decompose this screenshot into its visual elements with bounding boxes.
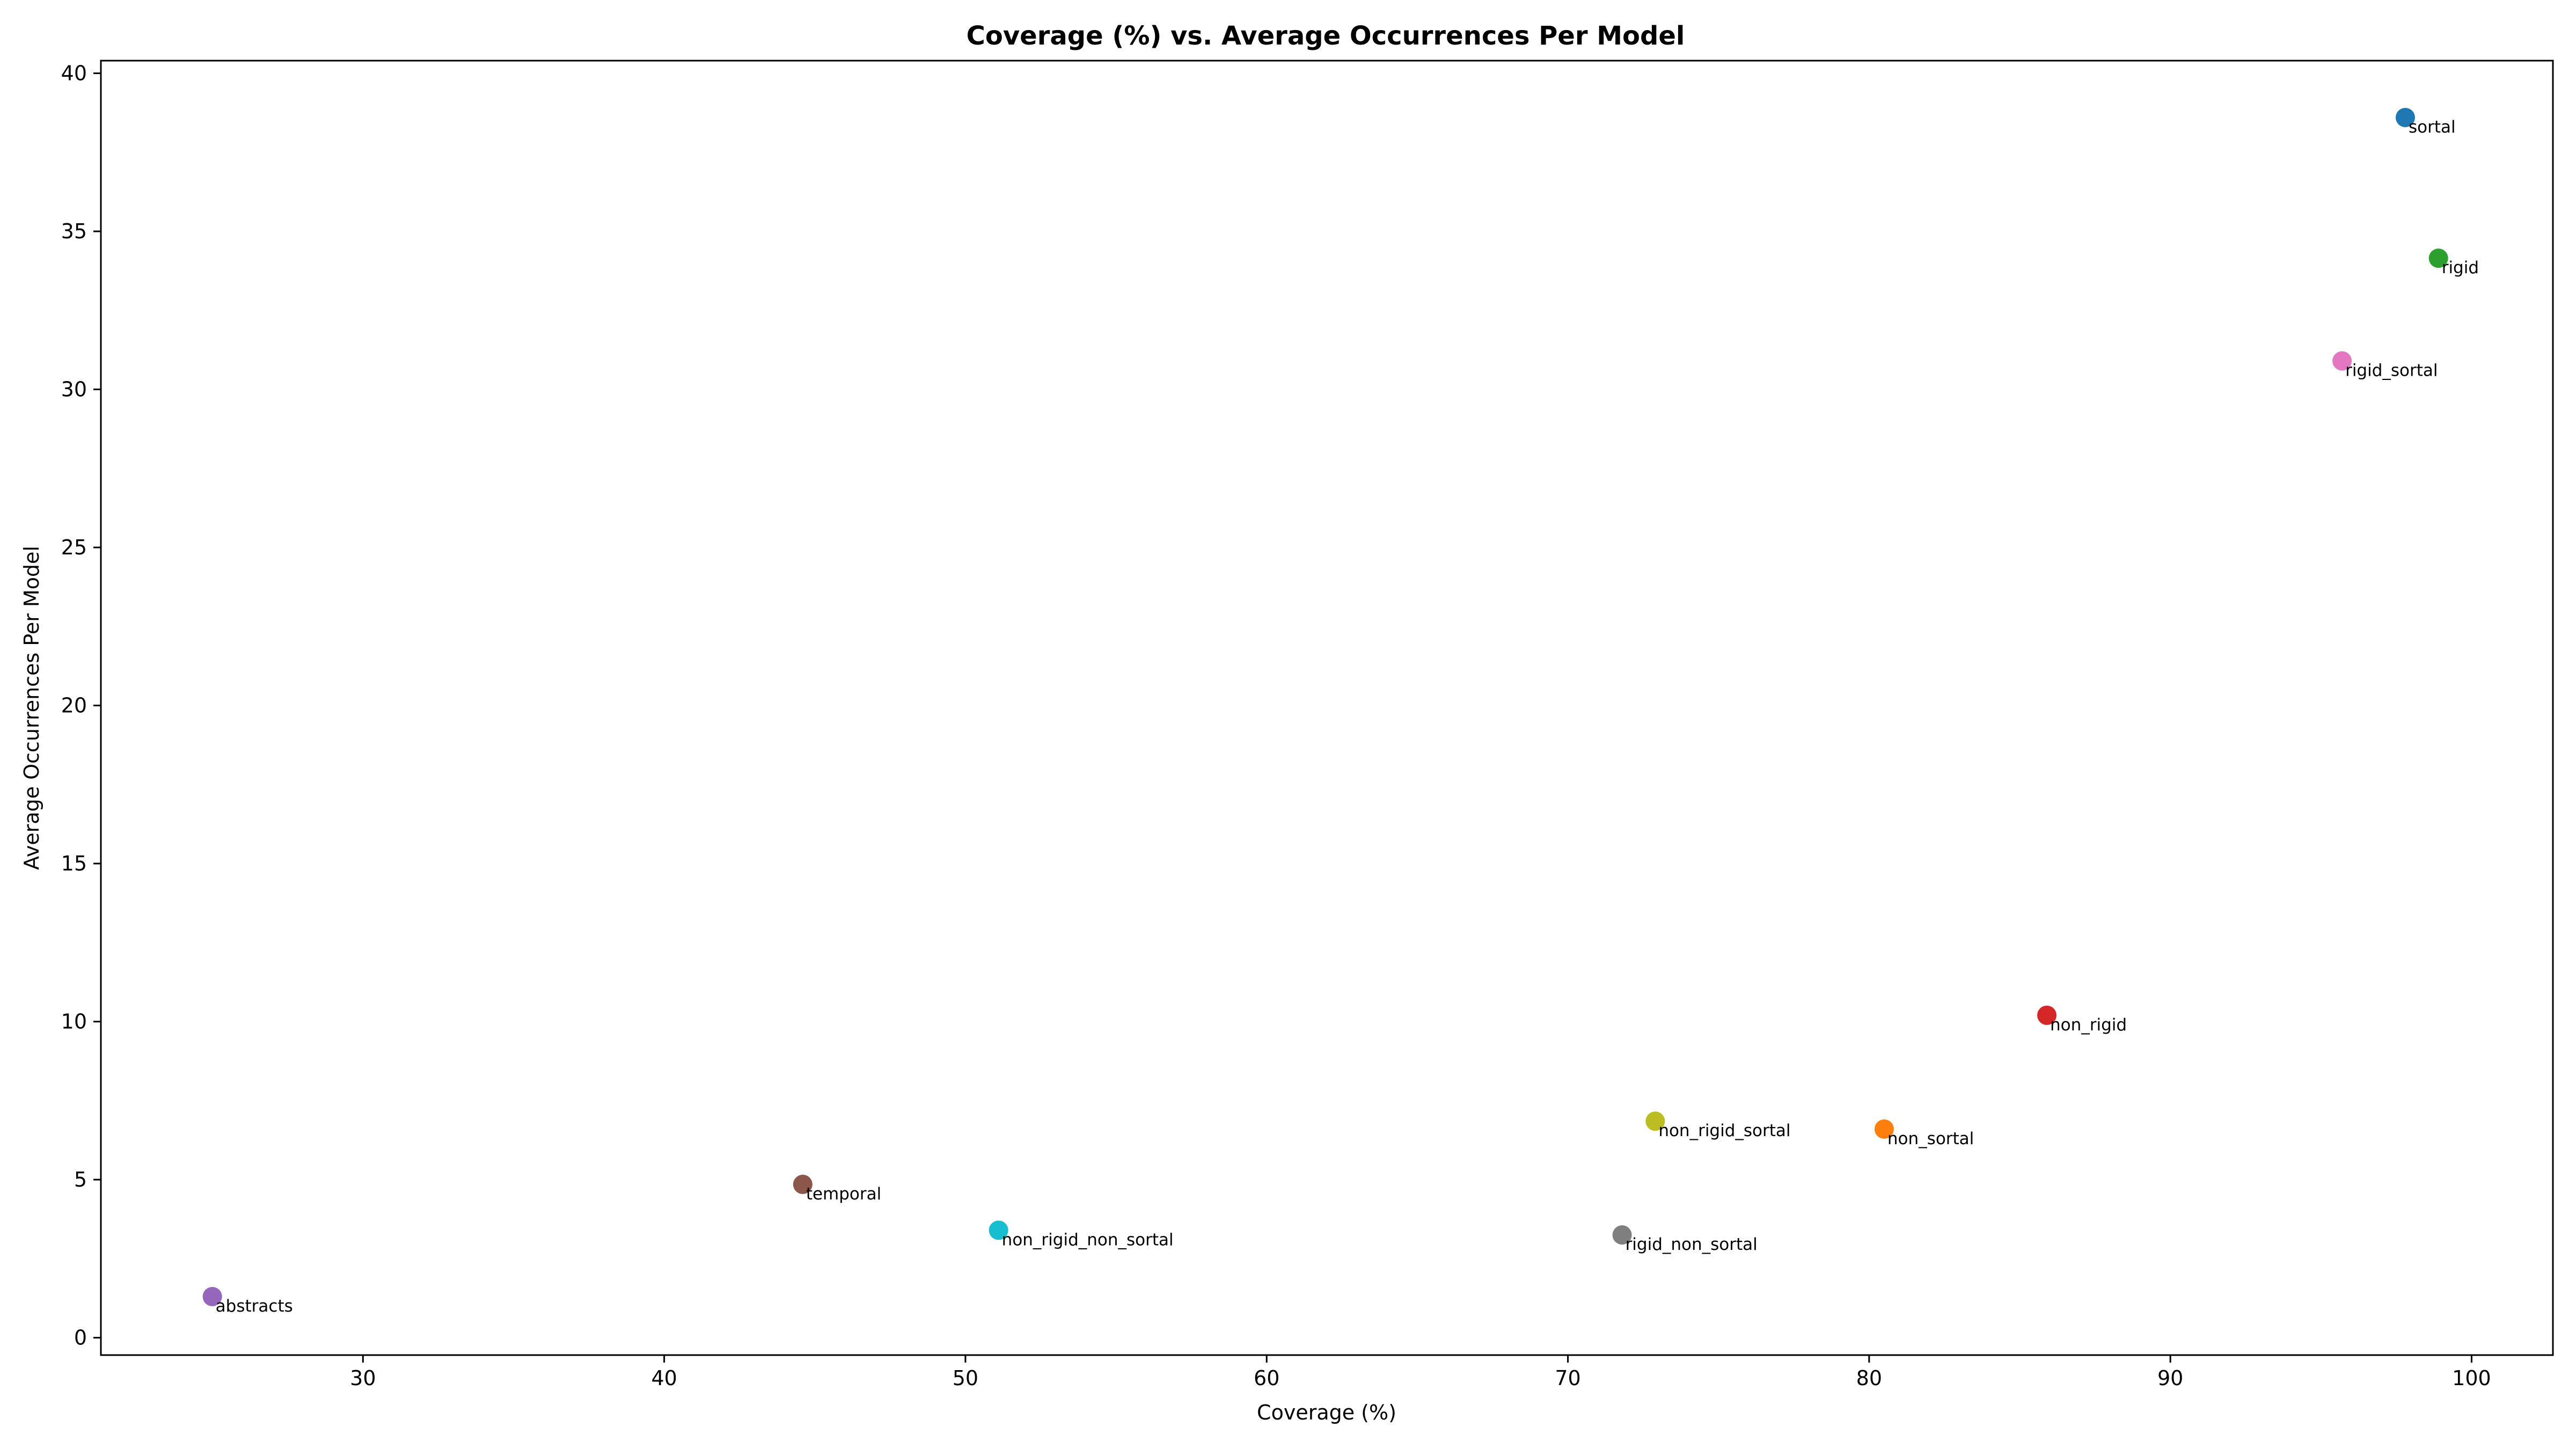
x-axis-label: Coverage (%) — [1257, 1401, 1396, 1424]
data-point-label: temporal — [806, 1184, 881, 1204]
data-point-rigid — [2428, 248, 2448, 268]
data-point-label: sortal — [2409, 118, 2456, 137]
y-axis-ticks: 0 5 10 15 20 25 30 35 40 — [61, 62, 101, 1350]
x-tick-label: 50 — [953, 1366, 978, 1390]
y-axis-label: Average Occurrences Per Model — [20, 546, 43, 870]
data-point-label: non_rigid — [2050, 1015, 2127, 1035]
x-tick-label: 30 — [350, 1366, 376, 1390]
x-tick-label: 60 — [1254, 1366, 1279, 1390]
x-tick-label: 80 — [1856, 1366, 1882, 1390]
data-point-sortal — [2395, 108, 2415, 128]
data-point-rigid-non-sortal — [1612, 1225, 1632, 1245]
data-point-temporal — [793, 1174, 813, 1194]
data-point-rigid-sortal — [2332, 351, 2352, 371]
data-point-label: abstracts — [216, 1297, 293, 1316]
y-tick-label: 5 — [74, 1168, 87, 1191]
y-tick-label: 10 — [61, 1010, 87, 1034]
x-tick-label: 40 — [651, 1366, 677, 1390]
y-tick-label: 0 — [74, 1326, 87, 1350]
data-point-non-rigid-sortal — [1645, 1111, 1665, 1131]
y-tick-label: 25 — [61, 536, 87, 559]
data-point-label: rigid — [2442, 258, 2479, 277]
x-tick-label: 100 — [2452, 1366, 2491, 1390]
data-point-label: rigid_sortal — [2345, 361, 2438, 380]
data-point-non-rigid — [2037, 1005, 2057, 1025]
data-points: sortal non_sortal rigid non_rigid abstracts t… — [202, 108, 2479, 1316]
data-point-label: non_rigid_sortal — [1658, 1121, 1790, 1140]
y-tick-label: 15 — [61, 852, 87, 875]
data-point-abstracts — [202, 1287, 222, 1307]
x-tick-label: 90 — [2157, 1366, 2183, 1390]
data-point-label: non_sortal — [1887, 1129, 1974, 1148]
y-tick-label: 30 — [61, 378, 87, 401]
data-point-label: non_rigid_non_sortal — [1002, 1230, 1174, 1249]
y-tick-label: 35 — [61, 219, 87, 243]
y-tick-label: 20 — [61, 694, 87, 718]
data-point-non-rigid-non-sortal — [989, 1220, 1008, 1240]
y-tick-label: 40 — [61, 62, 87, 85]
chart-title: Coverage (%) vs. Average Occurrences Per… — [967, 21, 1685, 51]
data-point-non-sortal — [1874, 1119, 1894, 1139]
x-tick-label: 70 — [1555, 1366, 1580, 1390]
data-point-label: rigid_non_sortal — [1626, 1235, 1758, 1254]
x-axis-ticks: 30 40 50 60 70 80 90 100 — [350, 1355, 2491, 1390]
plot-area-frame — [100, 60, 2554, 1356]
